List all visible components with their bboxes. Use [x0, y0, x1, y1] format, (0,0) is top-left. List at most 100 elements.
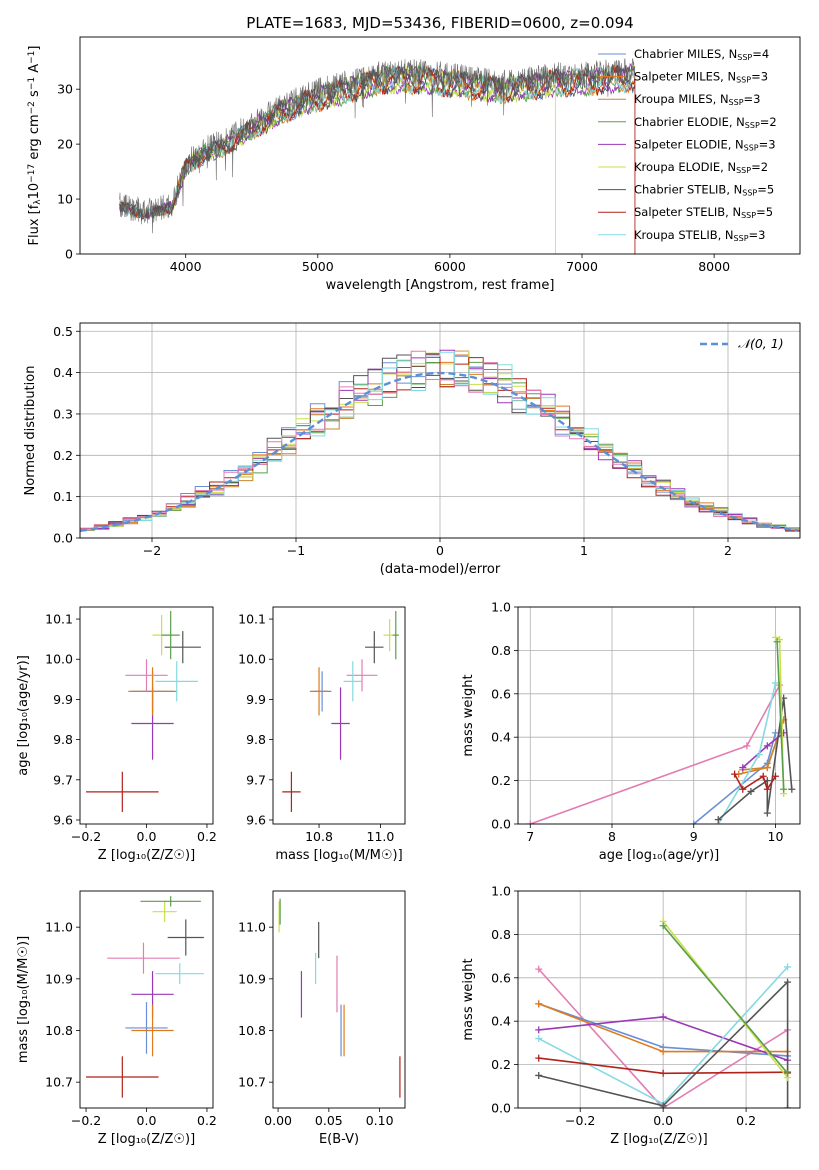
ylabel-part: ] [27, 46, 42, 51]
ylabel-part: −1 [27, 77, 37, 90]
weight_vs_Z-ylabel: mass weight [461, 958, 476, 1040]
y-tick-label: 9.9 [246, 692, 266, 707]
age_vs_Z-errorbars [86, 611, 201, 812]
y-tick-label: 30 [57, 82, 73, 97]
spectrum-ylabel: Flux [fλ10−17 erg cm−2 s−1 A−1] [27, 46, 43, 246]
axes-frame [272, 890, 406, 1109]
x-tick-label: −0.2 [71, 829, 101, 844]
weight_vs_Z-axes: −0.2 0.0 0.2 0.0 0.2 0.4 0.6 0.8 1.0 [491, 884, 800, 1128]
y-tick-label: 1.0 [491, 884, 511, 899]
legend-label-main: Chabrier ELODIE, N [634, 115, 745, 129]
weight-marker [535, 1000, 543, 1008]
legend-label: Kroupa ELODIE, NSSP=2 [634, 160, 768, 175]
age_vs_mass-axes: 10.8 11.0 9.6 9.7 9.8 9.9 10.0 10.1 [238, 612, 394, 844]
weight-marker [535, 1054, 543, 1062]
mass_vs_Z-axes: −0.2 0.0 0.2 10.7 10.8 10.9 11.0 [45, 920, 217, 1128]
legend-label: Kroupa MILES, NSSP=3 [634, 92, 760, 107]
x-tick-label: −0.2 [565, 1113, 595, 1128]
weight-marker [747, 787, 755, 795]
y-tick-label: 9.6 [53, 812, 73, 827]
weight-marker [659, 922, 667, 930]
y-tick-label: 0.2 [491, 1057, 511, 1072]
weight_vs_age-lines [526, 633, 796, 824]
x-tick-label: −2 [143, 543, 161, 558]
legend-label-tail: =5 [756, 205, 773, 219]
spectrum-model-line [119, 64, 636, 219]
weight-marker [784, 1069, 792, 1077]
legend-label-tail: =3 [751, 70, 768, 84]
weight_vs_Z-lines [535, 917, 792, 1108]
x-tick-label: 2 [724, 543, 732, 558]
y-tick-label: 9.7 [246, 772, 266, 787]
weight-marker [763, 742, 771, 750]
y-tick-label: 0.0 [491, 817, 511, 832]
mass_vs_ebv-axes: 0.00 0.05 0.10 10.7 10.8 10.9 11.0 [238, 920, 393, 1128]
residuals-ylabel: Normed distribution [23, 366, 38, 496]
legend-label: Salpeter ELODIE, NSSP=3 [634, 137, 776, 152]
weight_vs_age-xlabel: age [log₁₀(age/yr)] [599, 848, 720, 863]
legend-label: Kroupa STELIB, NSSP=3 [634, 228, 765, 243]
x-tick-label: 9 [690, 829, 698, 844]
weight-marker [535, 1035, 543, 1043]
weight-line [538, 980, 789, 1108]
weight-marker [763, 809, 771, 817]
weight-marker [659, 1013, 667, 1021]
mass_vs_Z-ylabel: mass [log₁₀(M/M☉)] [16, 936, 31, 1063]
y-tick-label: 0.2 [53, 448, 73, 463]
weight-marker [784, 1104, 792, 1108]
y-tick-label: 10 [57, 192, 73, 207]
x-tick-label: 8000 [698, 259, 730, 274]
histogram-steps [80, 349, 800, 534]
legend-label: Salpeter MILES, NSSP=3 [634, 70, 768, 85]
x-tick-label: 10.8 [305, 829, 333, 844]
weight-line [776, 641, 785, 790]
weight-marker [784, 978, 792, 986]
weight-marker [771, 633, 779, 641]
legend-label: Chabrier MILES, NSSP=4 [634, 47, 769, 62]
y-tick-label: 10.8 [45, 1023, 73, 1038]
y-tick-label: 9.9 [53, 692, 73, 707]
mass_vs_Z-errorbars [86, 896, 204, 1098]
y-tick-label: 0.6 [491, 970, 511, 985]
y-tick-label: 11.0 [45, 920, 73, 935]
y-tick-label: 10.9 [45, 971, 73, 986]
legend-label: Chabrier STELIB, NSSP=5 [634, 183, 774, 198]
legend-label: Salpeter STELIB, NSSP=5 [634, 205, 773, 220]
weight-marker [773, 638, 781, 646]
y-tick-label: 0.4 [491, 730, 511, 745]
y-tick-label: 10.0 [238, 652, 266, 667]
x-tick-label: −1 [287, 543, 305, 558]
axes-frame [517, 606, 801, 825]
weight-marker [659, 1102, 667, 1108]
weight-marker [739, 764, 747, 772]
weight_vs_age-ylabel: mass weight [461, 674, 476, 756]
age_vs_Z-ylabel: age [log₁₀(age/yr)] [16, 655, 31, 776]
age_vs_Z-xlabel: Z [log₁₀(Z/Z☉)] [98, 848, 195, 863]
mass_vs_ebv-errorbars [278, 898, 401, 1098]
legend-label: Chabrier ELODIE, NSSP=2 [634, 115, 777, 130]
legend-label-tail: =3 [759, 137, 776, 151]
y-tick-label: 10.1 [45, 612, 73, 627]
weight-marker [759, 772, 767, 780]
weight-line [530, 684, 781, 824]
x-tick-label: 10 [768, 829, 784, 844]
legend-label-main: Kroupa ELODIE, N [634, 160, 736, 174]
x-tick-label: 0.2 [197, 829, 217, 844]
weight-marker [771, 729, 779, 737]
residuals-xlabel: (data-model)/error [380, 562, 501, 577]
x-tick-label: 0.2 [736, 1113, 756, 1128]
weight-marker [743, 742, 751, 750]
weight-marker [526, 820, 534, 824]
ylabel-part: −2 [27, 101, 37, 114]
y-tick-label: 0 [65, 247, 73, 262]
legend-label-sub: SSP [742, 189, 757, 198]
weight-marker [659, 1048, 667, 1056]
y-tick-label: 10.7 [238, 1075, 266, 1090]
weight-marker [535, 1071, 543, 1079]
ylabel-part: s [27, 90, 42, 101]
legend-label-tail: =5 [757, 183, 774, 197]
y-tick-label: 0.8 [491, 643, 511, 658]
ylabel-part: −17 [27, 164, 37, 183]
gaussian-legend-label: 𝒩(0, 1) [738, 336, 784, 351]
